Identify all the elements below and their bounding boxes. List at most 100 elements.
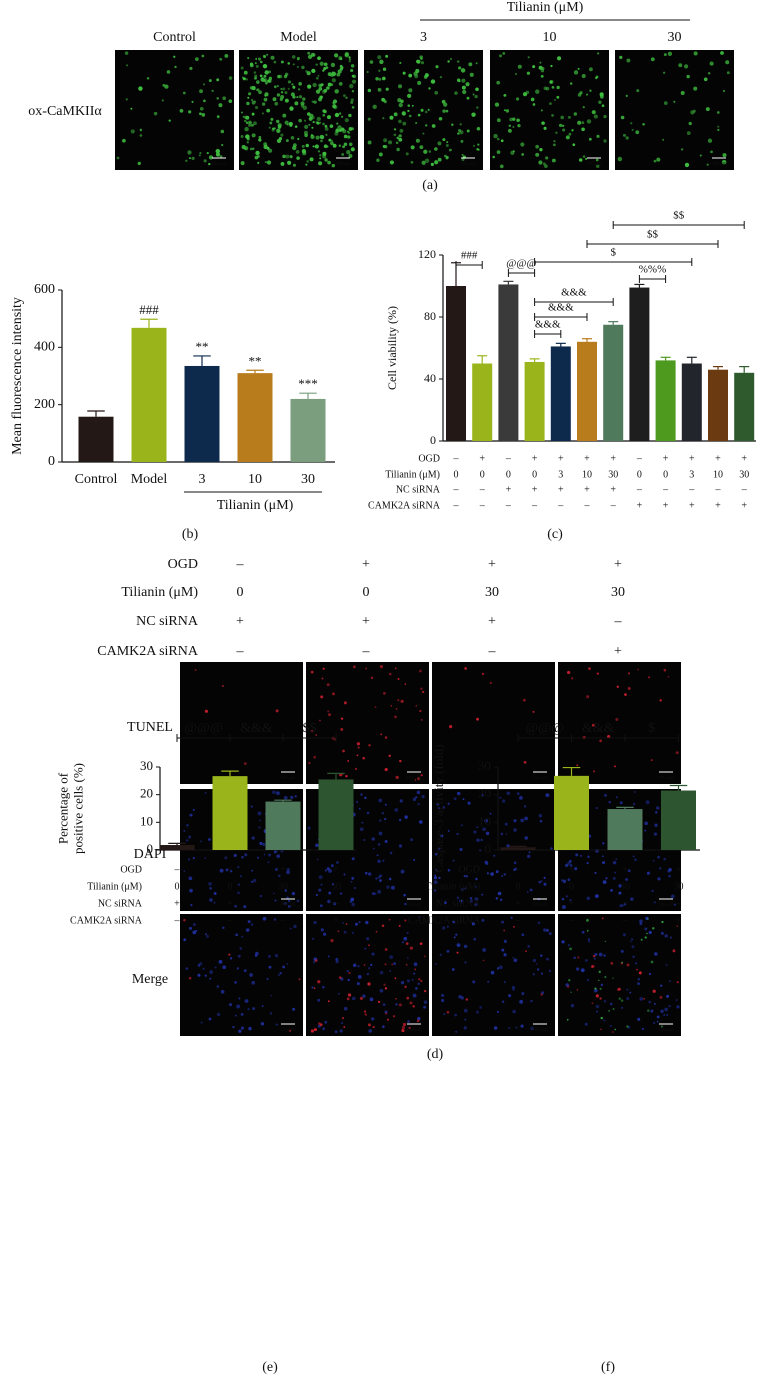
cell-signal — [428, 150, 432, 153]
cell-signal — [283, 74, 288, 79]
cell-signal — [406, 996, 410, 1000]
cell-signal — [655, 811, 658, 814]
cell-signal — [367, 982, 371, 986]
row-label: TUNEL — [127, 720, 173, 735]
cell-signal — [280, 88, 283, 91]
y-axis-label: positive cells (%) — [70, 763, 85, 854]
cell-signal — [280, 133, 284, 137]
scale-bar-label: 100 μm — [280, 1028, 295, 1033]
cell-signal — [239, 875, 243, 878]
cell-signal — [296, 65, 299, 68]
cell-signal — [532, 973, 536, 976]
cell-signal — [379, 970, 384, 975]
cell-signal — [442, 926, 446, 930]
cell-signal — [398, 102, 403, 108]
cell-signal — [238, 1029, 242, 1033]
comparison-label: &&& — [582, 721, 615, 736]
cell-signal — [397, 98, 402, 103]
cell-signal — [364, 1010, 367, 1013]
cell-signal — [347, 135, 351, 139]
cell-signal — [629, 940, 632, 943]
cell-signal — [285, 154, 290, 159]
cell-signal — [270, 117, 274, 121]
cell-signal — [331, 71, 336, 77]
cell-signal — [503, 981, 506, 984]
cell-signal — [344, 118, 349, 123]
cell-signal — [187, 150, 192, 155]
cell-signal — [320, 139, 323, 143]
cell-signal — [551, 114, 554, 117]
cell-signal — [342, 145, 345, 149]
cell-signal — [642, 122, 645, 126]
cell-signal — [340, 717, 344, 720]
cell-signal — [577, 93, 582, 97]
cell-signal — [434, 147, 438, 151]
cell-signal — [549, 102, 552, 106]
cell-signal — [586, 918, 589, 922]
cell-signal — [338, 144, 342, 147]
cell-signal — [313, 920, 317, 925]
cell-signal — [709, 61, 714, 66]
cell-signal — [276, 93, 281, 97]
cell-signal — [599, 997, 602, 1000]
cell-signal — [684, 64, 689, 69]
cell-signal — [406, 931, 409, 934]
cell-signal — [333, 105, 338, 110]
cell-signal — [716, 111, 720, 114]
cell-signal — [659, 699, 662, 702]
cell-signal — [662, 71, 666, 74]
cell-signal — [479, 849, 482, 852]
cell-signal — [500, 832, 504, 836]
cell-signal — [539, 61, 542, 64]
condition-label: Tilianin (μM) — [425, 881, 480, 892]
cell-signal — [336, 122, 339, 125]
cell-signal — [405, 152, 409, 156]
x-tick-label: 10 — [248, 472, 262, 487]
cell-signal — [529, 888, 533, 892]
cell-signal — [251, 980, 256, 985]
cell-signal — [454, 1013, 458, 1017]
cell-signal — [247, 96, 250, 99]
condition-value: + — [227, 898, 233, 909]
cell-signal — [569, 898, 572, 902]
cell-signal — [632, 802, 636, 806]
condition-value: 0 — [637, 469, 642, 480]
cell-signal — [566, 1018, 569, 1021]
cell-signal — [406, 957, 409, 960]
cell-signal — [335, 959, 339, 964]
scale-bar-label: 100 μm — [335, 162, 350, 167]
cell-signal — [530, 999, 533, 1003]
cell-signal — [324, 124, 328, 128]
cell-signal — [435, 962, 437, 965]
cell-signal — [255, 64, 259, 68]
cell-signal — [524, 816, 528, 821]
cell-signal — [603, 115, 607, 119]
cell-signal — [629, 991, 632, 994]
cell-signal — [237, 865, 240, 869]
scale-bar-label: 100 μm — [532, 903, 547, 908]
cell-signal — [540, 109, 543, 112]
cell-signal — [600, 983, 604, 987]
cell-signal — [417, 1017, 421, 1021]
cell-signal — [350, 897, 355, 902]
condition-value: – — [236, 644, 245, 659]
cell-signal — [339, 57, 343, 61]
cell-signal — [251, 133, 256, 138]
y-tick-label: 0 — [485, 841, 492, 856]
cell-signal — [153, 111, 158, 116]
condition-value: – — [362, 644, 371, 659]
cell-signal — [487, 980, 490, 983]
cell-signal — [660, 984, 663, 987]
cell-signal — [377, 1000, 381, 1004]
cell-signal — [276, 119, 280, 124]
cell-signal — [317, 56, 321, 61]
cell-signal — [464, 887, 467, 890]
condition-label: OGD — [418, 453, 440, 464]
cell-signal — [273, 127, 276, 130]
condition-value: + — [333, 915, 339, 926]
cell-signal — [620, 949, 624, 953]
cell-signal — [446, 141, 449, 144]
cell-signal — [208, 79, 212, 83]
cell-signal — [423, 149, 428, 154]
micrograph — [306, 662, 429, 784]
